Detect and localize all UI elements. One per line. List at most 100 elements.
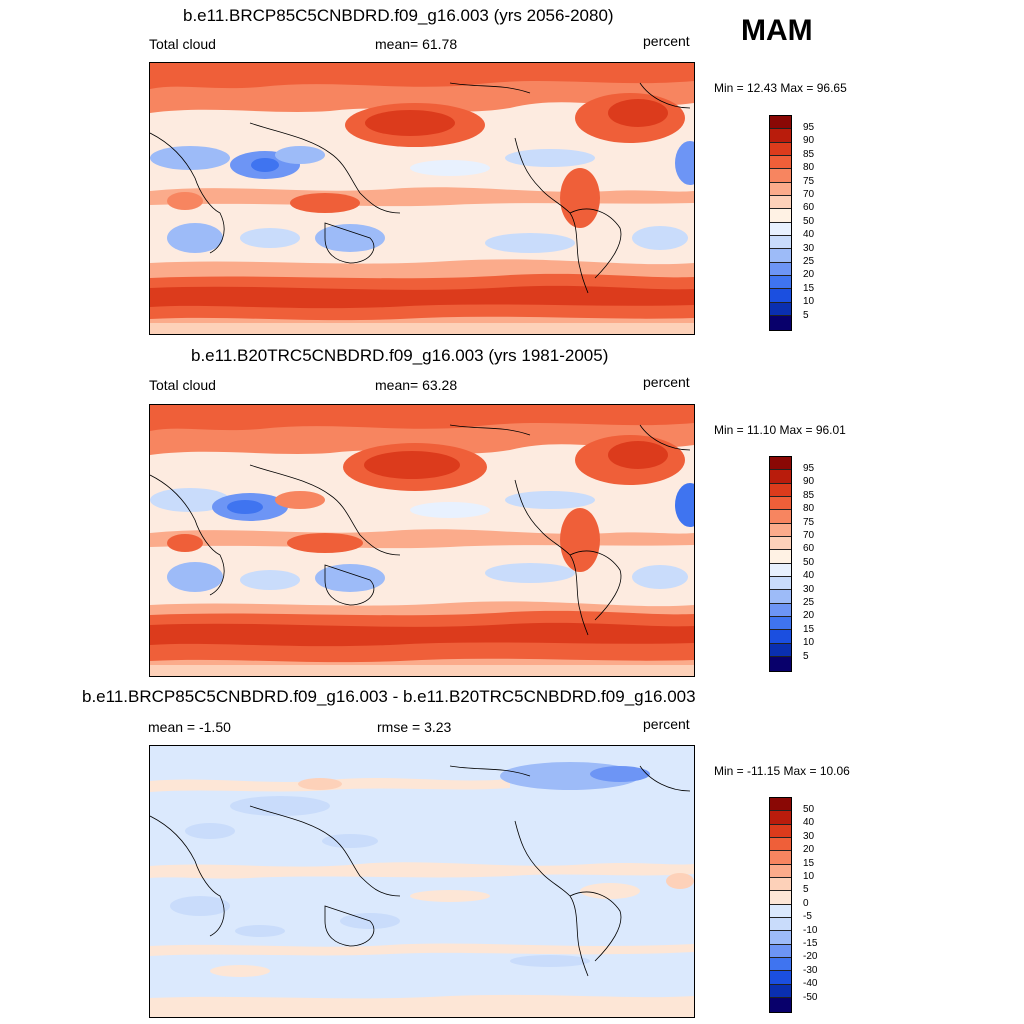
colorbar-swatch: [770, 944, 791, 959]
panel2-units-label: percent: [643, 374, 690, 390]
panel3-minmax: Min = -11.15 Max = 10.06: [714, 764, 850, 778]
colorbar-swatch: [770, 289, 791, 303]
colorbar-swatch: [770, 457, 791, 471]
colorbar-swatch: [770, 603, 791, 618]
colorbar-tick-label: 60: [803, 543, 815, 555]
colorbar-swatch: [770, 156, 791, 170]
colorbar-tick-label: 5: [803, 884, 809, 896]
colorbar-swatch: [770, 316, 791, 330]
colorbar-swatch: [770, 657, 791, 671]
colorbar-tick-label: 50: [803, 556, 815, 568]
colorbar-swatch: [770, 563, 791, 578]
colorbar-tick-label: 20: [803, 610, 815, 622]
colorbar-swatch: [770, 483, 791, 498]
colorbar-tick-label: 15: [803, 623, 815, 635]
colorbar-swatch: [770, 931, 791, 945]
panel2-minmax: Min = 11.10 Max = 96.01: [714, 423, 846, 437]
panel1-colorbar: [769, 115, 792, 331]
panel2-colorbar: [769, 456, 792, 672]
colorbar-swatch: [770, 142, 791, 157]
colorbar-swatch: [770, 878, 791, 892]
colorbar-tick-label: 30: [803, 583, 815, 595]
colorbar-swatch: [770, 222, 791, 237]
colorbar-swatch: [770, 537, 791, 551]
colorbar-tick-label: -30: [803, 964, 818, 976]
colorbar-tick-label: 50: [803, 215, 815, 227]
colorbar-swatch: [770, 302, 791, 317]
colorbar-swatch: [770, 643, 791, 658]
panel1-minmax: Min = 12.43 Max = 96.65: [714, 81, 847, 95]
colorbar-tick-label: 20: [803, 269, 815, 281]
colorbar-tick-label: 95: [803, 122, 815, 133]
colorbar-swatch: [770, 630, 791, 644]
panel1-title: b.e11.BRCP85C5CNBDRD.f09_g16.003 (yrs 20…: [183, 6, 614, 25]
colorbar-tick-label: 50: [803, 804, 815, 815]
colorbar-swatch: [770, 236, 791, 250]
colorbar-tick-label: 25: [803, 256, 815, 267]
colorbar-tick-label: 85: [803, 148, 815, 160]
colorbar-tick-label: 30: [803, 242, 815, 254]
colorbar-tick-label: 40: [803, 570, 815, 582]
colorbar-swatch: [770, 984, 791, 999]
colorbar-tick-label: 15: [803, 857, 815, 869]
colorbar-tick-label: 75: [803, 516, 815, 528]
panel1-mean-label: mean= 61.78: [375, 36, 458, 52]
panel2-map: [149, 404, 695, 677]
colorbar-tick-label: -10: [803, 924, 818, 936]
colorbar-tick-label: 90: [803, 135, 815, 147]
colorbar-swatch: [770, 510, 791, 524]
colorbar-swatch: [770, 971, 791, 985]
colorbar-tick-label: 10: [803, 296, 815, 308]
colorbar-tick-label: 70: [803, 189, 815, 200]
panel3-map: [149, 745, 695, 1018]
colorbar-tick-label: 90: [803, 476, 815, 488]
panel2-variable-label: Total cloud: [149, 377, 216, 393]
panel3-colorbar: [769, 797, 792, 1013]
panel1-variable-label: Total cloud: [149, 36, 216, 52]
colorbar-tick-label: 80: [803, 162, 815, 174]
colorbar-swatch: [770, 811, 791, 825]
panel3-units-label: percent: [643, 716, 690, 732]
colorbar-swatch: [770, 577, 791, 591]
colorbar-tick-label: 80: [803, 503, 815, 515]
panel1-map: [149, 62, 695, 335]
panel3-mean-label: mean = -1.50: [148, 719, 231, 735]
colorbar-swatch: [770, 129, 791, 143]
colorbar-swatch: [770, 904, 791, 919]
colorbar-swatch: [770, 249, 791, 263]
colorbar-swatch: [770, 550, 791, 564]
colorbar-swatch: [770, 864, 791, 879]
colorbar-tick-label: 75: [803, 175, 815, 187]
colorbar-swatch: [770, 169, 791, 183]
colorbar-swatch: [770, 523, 791, 538]
colorbar-tick-label: -40: [803, 978, 818, 990]
colorbar-swatch: [770, 196, 791, 210]
panel3-title: b.e11.BRCP85C5CNBDRD.f09_g16.003 - b.e11…: [82, 687, 696, 706]
panel2-mean-label: mean= 63.28: [375, 377, 458, 393]
colorbar-swatch: [770, 998, 791, 1012]
panel3-rmse-label: rmse = 3.23: [377, 719, 452, 735]
colorbar-tick-label: 10: [803, 871, 815, 882]
colorbar-swatch: [770, 590, 791, 604]
colorbar-tick-label: 40: [803, 817, 815, 829]
colorbar-tick-label: -50: [803, 991, 818, 1003]
season-label: MAM: [741, 14, 813, 47]
colorbar-tick-label: 85: [803, 489, 815, 501]
colorbar-swatch: [770, 209, 791, 223]
colorbar-tick-label: 95: [803, 463, 815, 474]
colorbar-tick-label: 60: [803, 202, 815, 214]
colorbar-swatch: [770, 824, 791, 839]
colorbar-tick-label: 25: [803, 597, 815, 608]
colorbar-swatch: [770, 918, 791, 932]
colorbar-swatch: [770, 617, 791, 631]
colorbar-tick-label: 40: [803, 229, 815, 241]
colorbar-tick-label: 5: [803, 650, 809, 662]
colorbar-swatch: [770, 497, 791, 511]
colorbar-swatch: [770, 470, 791, 484]
colorbar-tick-label: 0: [803, 897, 809, 909]
colorbar-tick-label: -20: [803, 951, 818, 963]
colorbar-swatch: [770, 838, 791, 852]
colorbar-swatch: [770, 262, 791, 277]
colorbar-swatch: [770, 116, 791, 130]
colorbar-tick-label: 70: [803, 530, 815, 541]
